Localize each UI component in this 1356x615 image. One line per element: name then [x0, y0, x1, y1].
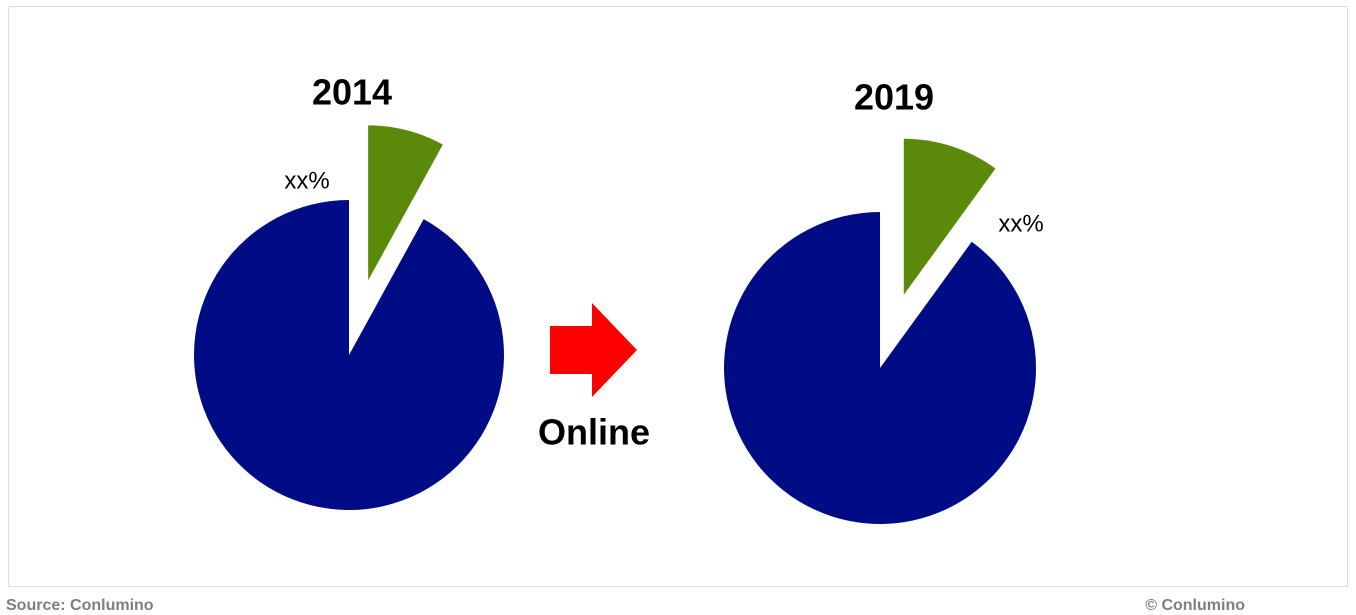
frame	[8, 6, 1348, 587]
pie-slice	[724, 212, 1037, 524]
pie-slice	[903, 138, 996, 295]
data-label: xx%	[998, 210, 1043, 237]
chart-title: 2014	[312, 72, 392, 113]
copyright: © Conlumino	[1145, 597, 1245, 614]
source: Source: Conlumino	[6, 597, 154, 614]
annotation: Online	[538, 412, 650, 453]
data-label: xx%	[284, 167, 329, 194]
arrow	[550, 303, 637, 397]
pie-slice	[368, 125, 443, 281]
pie-slice	[193, 200, 505, 510]
chart-title: 2019	[854, 77, 934, 118]
